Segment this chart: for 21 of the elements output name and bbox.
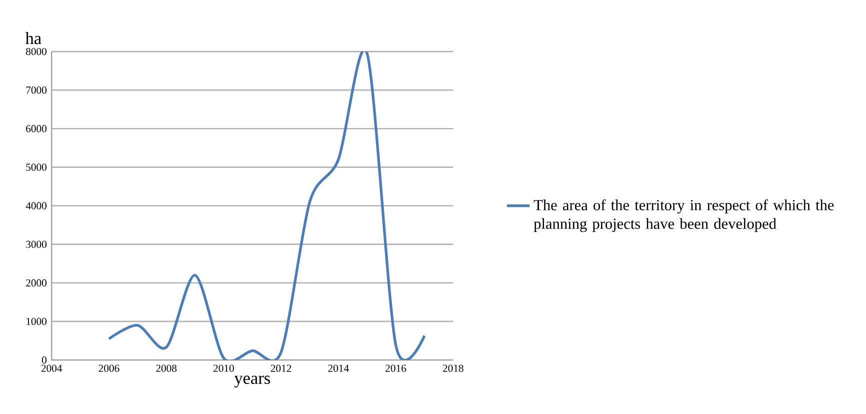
y-axis-title: ha (25, 32, 42, 44)
y-tick-label: 1000 (26, 318, 46, 326)
x-tick-label: 2012 (270, 364, 292, 372)
x-axis-title: years (234, 376, 270, 388)
line-series (108, 52, 426, 360)
x-tick-label: 2018 (442, 364, 464, 372)
x-tick-label: 2014 (328, 364, 349, 372)
x-tick-label: 2010 (214, 364, 234, 372)
y-tick-label: 6000 (26, 125, 46, 132)
x-tick-label: 2004 (41, 364, 62, 372)
y-tick-label: 5000 (26, 164, 46, 171)
legend-label: The area of the territory in respect of which the planning projects have been developed (534, 199, 834, 232)
y-tick-label: 3000 (26, 240, 46, 248)
y-tick-label: 0 (42, 356, 46, 364)
y-tick-label: 8000 (26, 48, 46, 56)
y-tick-label: 2000 (26, 279, 46, 287)
x-tick-label: 2016 (386, 364, 406, 372)
y-tick-label: 7000 (26, 86, 46, 94)
x-tick-label: 2006 (98, 364, 120, 372)
y-tick-label: 4000 (26, 202, 46, 210)
x-tick-label: 2008 (156, 364, 177, 372)
